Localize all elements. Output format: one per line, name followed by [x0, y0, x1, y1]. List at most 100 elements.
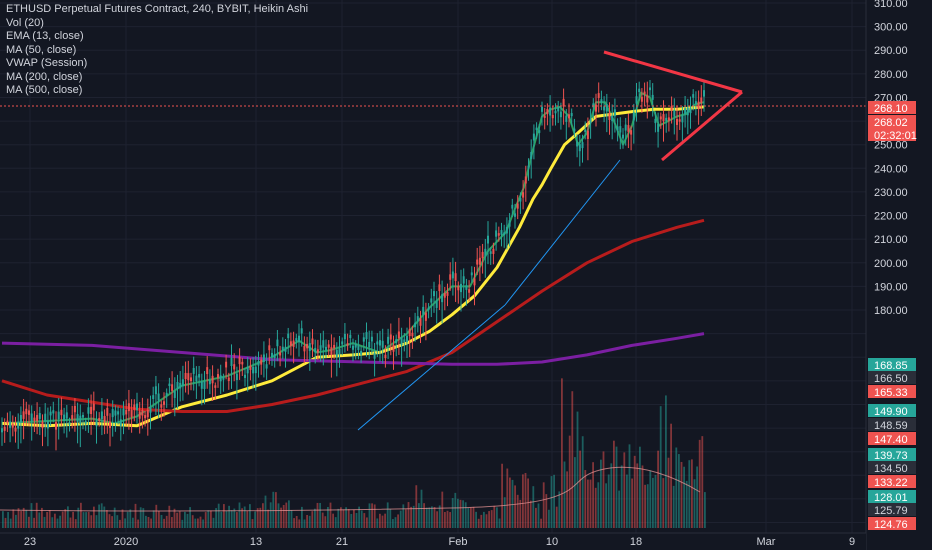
candle-body: [441, 294, 444, 303]
volume-bar: [158, 511, 160, 528]
volume-bar: [691, 459, 693, 528]
price-tag-bg: [868, 418, 916, 431]
volume-bar: [394, 517, 397, 528]
legend-title: ETHUSD Perpetual Futures Contract, 240, …: [6, 3, 309, 15]
volume-bar: [345, 507, 347, 528]
volume-bar: [503, 497, 506, 528]
volume-bar: [61, 511, 64, 528]
volume-bar: [685, 480, 688, 528]
volume-bar: [605, 483, 607, 528]
candle-body: [230, 357, 233, 367]
volume-bar: [672, 485, 675, 528]
volume-bar: [69, 517, 72, 528]
candle-body: [225, 361, 228, 368]
candle-body: [138, 411, 141, 419]
candle-body: [271, 352, 273, 358]
legend-indicator-vwap[interactable]: VWAP (Session): [6, 57, 88, 69]
candle-body: [33, 417, 36, 421]
support-line-1[interactable]: [357, 304, 506, 431]
candle-body: [127, 403, 130, 412]
volume-bar: [662, 478, 665, 528]
candle-body: [519, 197, 522, 202]
candle-body: [28, 410, 30, 415]
price-tag-bg: [868, 385, 916, 398]
volume-bar: [511, 479, 514, 528]
candle-body: [400, 337, 403, 346]
candle-body: [262, 354, 265, 362]
volume-bar: [363, 513, 366, 528]
candle-body: [136, 403, 138, 411]
candle-body: [141, 410, 144, 416]
candle-body: [365, 332, 368, 340]
volume-bar: [17, 508, 20, 528]
candle-body: [306, 343, 309, 349]
volume-bar: [639, 446, 641, 528]
candle-body: [25, 408, 28, 415]
candle-body: [211, 375, 214, 384]
candle-body: [241, 361, 244, 365]
candle-body: [522, 192, 525, 198]
volume-bar: [488, 511, 490, 528]
volume-bar: [490, 510, 493, 528]
volume-bar: [545, 494, 548, 528]
volume-bar: [423, 503, 425, 528]
volume-bar: [353, 509, 355, 528]
series-line-3[interactable]: [1, 332, 705, 366]
candle-body: [52, 410, 55, 414]
legend-indicator-ma50[interactable]: MA (50, close): [6, 43, 77, 56]
volume-ma-line: [0, 466, 701, 512]
volume-bar: [176, 512, 178, 528]
candle-body: [19, 415, 22, 423]
series-line-0[interactable]: [1, 91, 705, 425]
candle-body: [581, 142, 584, 149]
volume-bar: [72, 511, 74, 528]
candle-body: [578, 144, 581, 152]
candle-body: [44, 413, 47, 422]
candle-body: [55, 422, 57, 430]
y-tick-label: 230.00: [874, 187, 908, 199]
volume-bar: [56, 518, 59, 528]
candle-body: [411, 332, 414, 337]
volume-bar: [576, 411, 579, 528]
candle-body: [130, 409, 133, 418]
volume-bar: [80, 502, 82, 528]
candle-body: [22, 411, 25, 419]
candle-body: [408, 328, 411, 337]
candle-body: [414, 322, 417, 328]
price-tag-label: 147.40: [874, 434, 908, 446]
volume-bar: [446, 510, 449, 528]
triangle-upper-line[interactable]: [603, 50, 743, 94]
candle-body: [460, 283, 462, 293]
volume-bar: [457, 498, 459, 528]
legend-indicator-ema[interactable]: EMA (13, close): [6, 30, 84, 42]
time-axis[interactable]: [0, 533, 866, 550]
volume-bar: [51, 517, 54, 528]
candle-body: [684, 108, 687, 115]
price-tag-label: 149.90: [874, 406, 908, 418]
candle-body: [603, 106, 606, 111]
candle-body: [465, 285, 468, 290]
candle-body: [38, 413, 41, 419]
legend-indicator-ma500[interactable]: MA (500, close): [6, 84, 83, 96]
candle-body: [659, 116, 662, 120]
triangle-lower-line[interactable]: [661, 90, 743, 162]
candle-body: [406, 335, 408, 343]
support-line-2[interactable]: [504, 159, 621, 306]
candle-body: [76, 414, 79, 422]
volume-bar: [48, 510, 51, 528]
volume-bar: [249, 504, 251, 528]
volume-bar: [407, 502, 410, 528]
candle-body: [36, 415, 39, 422]
legend-indicator-vol[interactable]: Vol (20): [6, 16, 44, 29]
candle-body: [622, 134, 624, 139]
drawings[interactable]: [357, 50, 743, 431]
candle-body: [346, 343, 349, 346]
candle-body: [84, 420, 87, 424]
volume-bar: [571, 391, 574, 528]
volume-bar: [197, 518, 199, 528]
candle-body: [611, 115, 614, 122]
legend-indicator-ma200[interactable]: MA (200, close): [6, 70, 83, 83]
volume-bar: [113, 507, 116, 528]
series-line-2[interactable]: [1, 218, 705, 413]
